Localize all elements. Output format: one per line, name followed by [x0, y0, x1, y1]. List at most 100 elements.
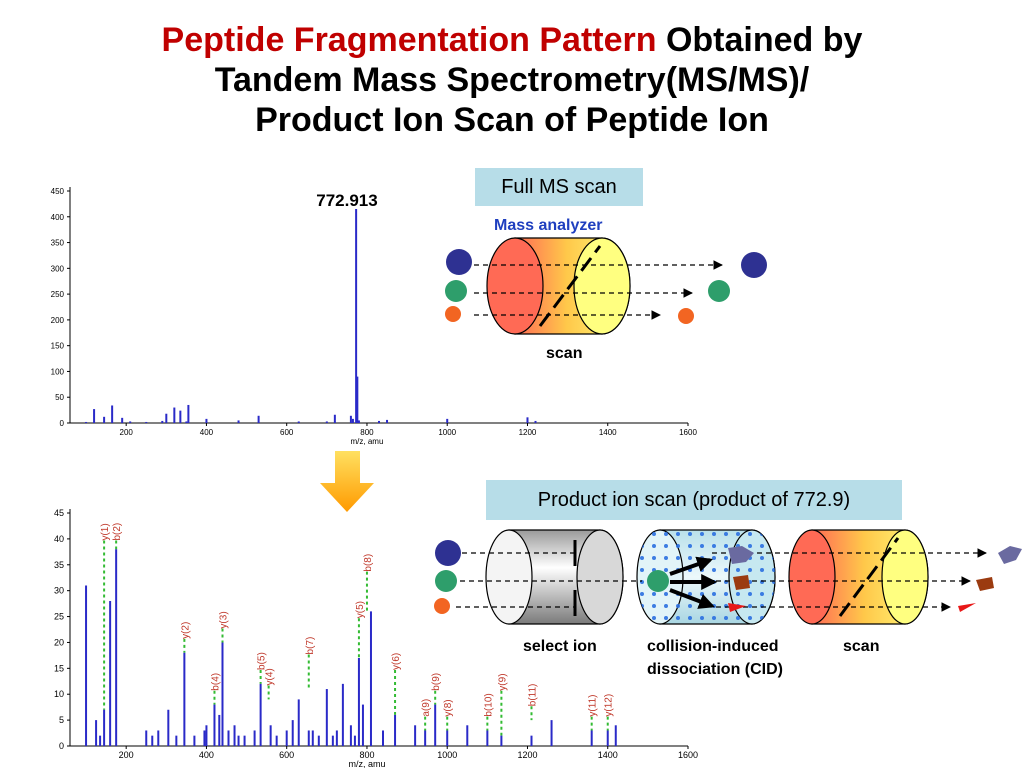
cid-label-line-2: dissociation (CID)	[647, 661, 784, 678]
ion-label: y(9)	[497, 673, 508, 690]
x-tick-label: 1400	[599, 428, 617, 437]
x-tick-label: 1000	[437, 750, 457, 760]
input-small-ion-icon	[434, 598, 450, 614]
y-tick-label: 45	[54, 508, 64, 518]
ion-label: y(12)	[604, 694, 615, 717]
x-tick-label: 400	[199, 750, 214, 760]
x-tick-label: 1600	[678, 750, 698, 760]
y-tick-label: 450	[51, 187, 65, 196]
ion-label: b(9)	[431, 673, 442, 691]
fragmentation-arrows	[669, 556, 718, 609]
x-tick-label: 600	[280, 428, 294, 437]
ion-label: y(11)	[588, 695, 599, 717]
title-line-2: Tandem Mass Spectrometry(MS/MS)/	[214, 61, 810, 99]
cid-label-line-1: collision-induced	[647, 638, 779, 655]
ion-label: y(8)	[443, 699, 454, 716]
detected-large-ion-icon	[741, 252, 767, 278]
x-axis-label: m/z, amu	[351, 437, 384, 446]
y-tick-label: 300	[51, 264, 65, 273]
input-medium-ion-icon	[435, 570, 457, 592]
full-ms-ion-paths	[474, 260, 723, 320]
x-tick-label: 600	[279, 750, 294, 760]
y-tick-label: 0	[60, 419, 65, 428]
ion-label: y(1)	[100, 523, 111, 540]
y-tick-label: 100	[51, 367, 65, 376]
ion-label: b(11)	[527, 684, 538, 707]
y-tick-label: 0	[59, 741, 64, 751]
x-tick-label: 1200	[517, 750, 537, 760]
fragment-small-icon	[728, 603, 746, 612]
detected-fragment-medium-icon	[976, 577, 994, 591]
x-axis-label: m/z, amu	[348, 759, 385, 768]
precursor-peak-label: 772.913	[316, 191, 377, 210]
y-tick-label: 40	[54, 534, 64, 544]
ion-label: b(7)	[305, 637, 316, 655]
x-tick-label: 200	[119, 750, 134, 760]
full-ms-scan-box: Full MS scan	[475, 168, 643, 206]
selected-precursor-ion-icon	[647, 570, 669, 592]
select-ion-cylinder	[485, 529, 624, 625]
ion-label: b(8)	[363, 554, 374, 572]
full-ms-spectrum-chart: 0 50 100 150 200 250 300 350 400 450 200 400 600 800 1…	[51, 187, 697, 446]
detected-medium-ion-icon	[708, 280, 730, 302]
title-line-1: Peptide Fragmentation Pattern Obtained b…	[0, 20, 1024, 60]
detected-small-ion-icon	[678, 308, 694, 324]
fragment-large-icon	[728, 546, 754, 564]
ion-label: y(2)	[180, 622, 191, 639]
x-tick-label: 200	[120, 428, 134, 437]
product-scan-analyzer-cylinder	[788, 529, 929, 625]
ion-label: y(3)	[218, 611, 229, 628]
title-line-3: Product Ion Scan of Peptide Ion	[255, 101, 769, 139]
title-line-1-rest: Obtained by	[665, 21, 863, 59]
ion-label: b(2)	[112, 523, 123, 541]
ion-label: b(5)	[257, 652, 268, 670]
y-tick-label: 10	[54, 689, 64, 699]
y-tick-label: 30	[54, 586, 64, 596]
x-tick-label: 1000	[438, 428, 456, 437]
x-tick-label: 800	[359, 750, 374, 760]
y-tick-label: 200	[51, 316, 65, 325]
full-ms-scan-word: scan	[546, 345, 583, 362]
product-ion-paths	[456, 548, 987, 612]
x-tick-label: 1400	[598, 750, 618, 760]
title-highlight: Peptide Fragmentation Pattern	[161, 21, 657, 59]
y-tick-label: 350	[51, 239, 65, 248]
product-ion-scan-label: Product ion scan (product of 772.9)	[537, 489, 851, 511]
y-tick-label: 35	[54, 560, 64, 570]
x-tick-label: 800	[360, 428, 374, 437]
ion-label: b(10)	[483, 693, 494, 716]
product-ion-spectrum-chart: 0 5 10 15 20 25 30 35 40 45 200 400 600 800 1000 1200 14…	[54, 508, 698, 768]
mass-analyzer-label: Mass analyzer	[494, 217, 603, 234]
ion-label: a(9)	[421, 699, 432, 717]
y-tick-label: 250	[51, 290, 65, 299]
large-ion-icon	[446, 249, 472, 275]
x-tick-label: 400	[200, 428, 214, 437]
y-tick-label: 50	[55, 393, 64, 402]
slide-title: Peptide Fragmentation Pattern Obtained b…	[0, 20, 1024, 140]
y-tick-label: 25	[54, 612, 64, 622]
detected-fragment-large-icon	[998, 546, 1022, 564]
y-tick-label: 150	[51, 342, 65, 351]
ion-label: b(4)	[210, 673, 221, 691]
mass-analyzer-cylinder	[486, 237, 631, 335]
y-tick-label: 20	[54, 637, 64, 647]
ion-label: y(6)	[391, 653, 402, 670]
small-ion-icon	[445, 306, 461, 322]
x-tick-label: 1200	[519, 428, 537, 437]
x-tick-label: 1600	[679, 428, 697, 437]
product-scan-word: scan	[843, 638, 880, 655]
product-ion-scan-box: Product ion scan (product of 772.9)	[486, 480, 902, 520]
y-tick-label: 400	[51, 213, 65, 222]
medium-ion-icon	[445, 280, 467, 302]
y-tick-label: 5	[59, 715, 64, 725]
down-arrow-icon	[320, 451, 374, 512]
ion-label: y(4)	[265, 668, 276, 685]
fragment-medium-icon	[733, 575, 750, 590]
y-tick-label: 15	[54, 663, 64, 673]
select-ion-label: select ion	[523, 638, 597, 655]
detected-fragment-small-icon	[958, 603, 976, 612]
input-large-ion-icon	[435, 540, 461, 566]
ion-label: y(5)	[355, 601, 366, 618]
full-ms-scan-label: Full MS scan	[501, 176, 617, 198]
